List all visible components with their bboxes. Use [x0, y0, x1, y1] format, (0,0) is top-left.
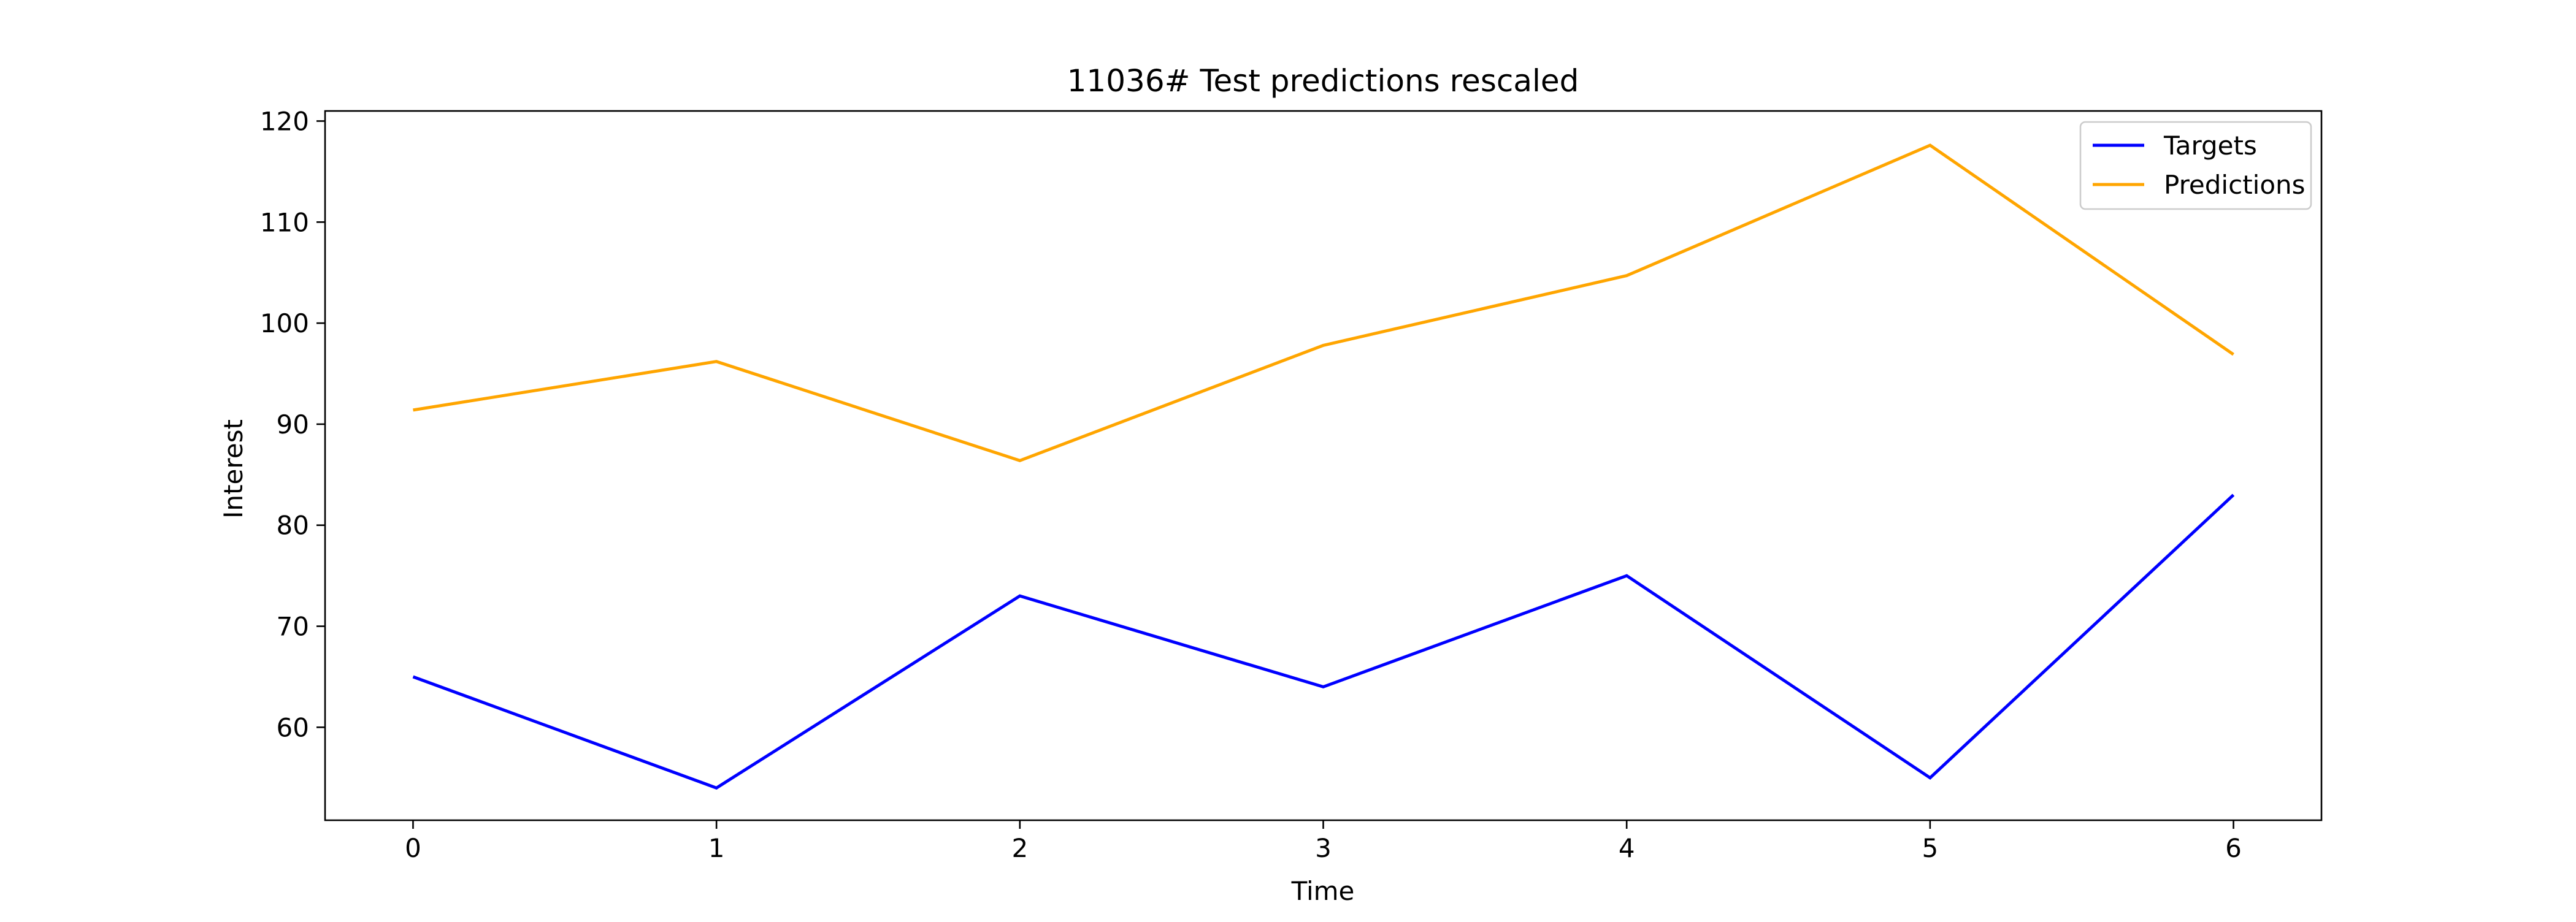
legend-label-targets: Targets [2163, 131, 2257, 161]
y-tick-label: 90 [277, 410, 309, 440]
x-tick-label: 6 [2225, 833, 2242, 863]
x-tick-label: 4 [1619, 833, 1635, 863]
y-tick-label: 120 [260, 106, 309, 136]
chart-title: 11036# Test predictions rescaled [1067, 63, 1579, 99]
x-tick-label: 3 [1315, 833, 1332, 863]
x-tick-label: 2 [1011, 833, 1028, 863]
x-tick-label: 0 [405, 833, 421, 863]
x-axis-label: Time [1291, 876, 1355, 906]
x-tick-label: 5 [1922, 833, 1938, 863]
y-tick-label: 100 [260, 308, 309, 338]
y-axis-label: Interest [218, 419, 248, 519]
y-tick-label: 70 [277, 612, 309, 642]
y-tick-label: 80 [277, 511, 309, 541]
x-tick-label: 1 [708, 833, 725, 863]
y-tick-label: 110 [260, 207, 309, 237]
y-tick-label: 60 [277, 712, 309, 742]
legend: Targets Predictions [2080, 122, 2311, 209]
legend-label-predictions: Predictions [2164, 170, 2306, 200]
